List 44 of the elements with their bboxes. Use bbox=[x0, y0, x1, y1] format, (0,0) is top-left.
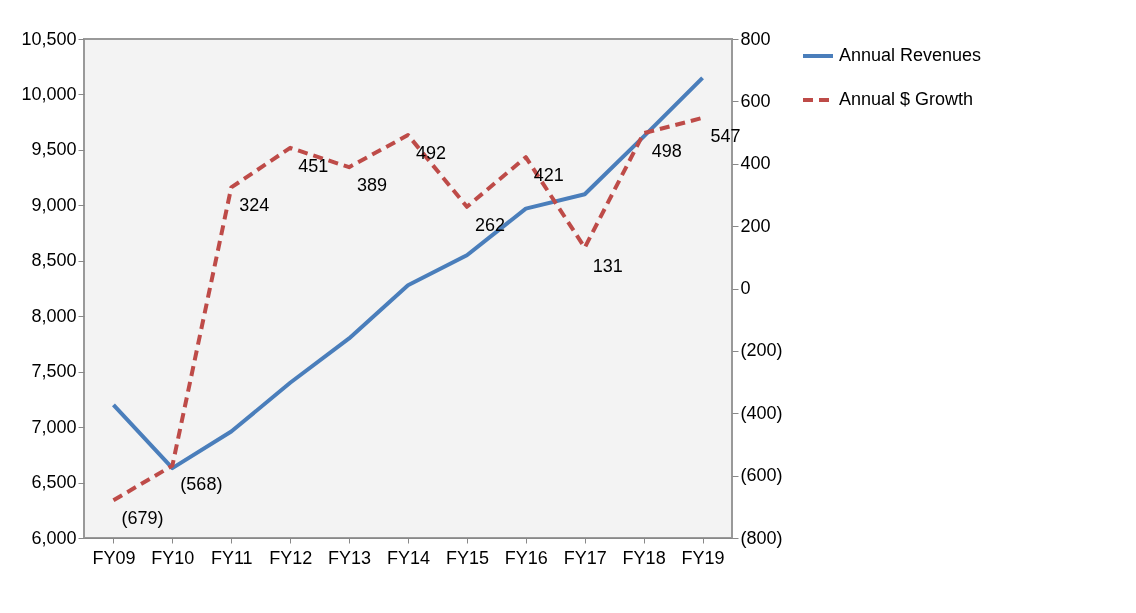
y2-tick-label: 600 bbox=[740, 90, 771, 111]
data-label: 389 bbox=[357, 175, 388, 196]
data-label: 262 bbox=[474, 214, 505, 235]
x-tick-label: FY15 bbox=[445, 547, 489, 568]
x-tick-label: FY13 bbox=[328, 547, 372, 568]
x-tick-label: FY16 bbox=[504, 547, 548, 568]
y-tick-label: 9,500 bbox=[31, 139, 77, 160]
y-tick-label: 6,500 bbox=[31, 472, 77, 493]
y2-tick-label: (600) bbox=[740, 465, 783, 486]
data-label: 498 bbox=[651, 141, 682, 162]
x-tick-label: FY09 bbox=[92, 547, 136, 568]
data-label: 131 bbox=[592, 255, 623, 276]
y-tick-label: 10,500 bbox=[21, 28, 77, 49]
y-tick-label: 10,000 bbox=[21, 83, 77, 104]
x-tick-label: FY10 bbox=[151, 547, 195, 568]
x-tick-label: FY18 bbox=[622, 547, 666, 568]
x-tick-label: FY12 bbox=[269, 547, 313, 568]
data-label: 451 bbox=[298, 155, 329, 176]
x-tick-label: FY19 bbox=[681, 547, 725, 568]
data-label: 492 bbox=[416, 143, 447, 164]
y2-tick-label: 0 bbox=[740, 278, 751, 298]
y-tick-label: 8,500 bbox=[31, 250, 77, 271]
data-label: 547 bbox=[710, 125, 741, 146]
y2-tick-label: (200) bbox=[740, 340, 783, 361]
data-label: (679) bbox=[121, 508, 164, 529]
x-tick-label: FY17 bbox=[563, 547, 607, 568]
data-label: 324 bbox=[239, 195, 270, 216]
y2-tick-label: 800 bbox=[740, 28, 771, 49]
y2-tick-label: (800) bbox=[740, 527, 783, 548]
y-tick-label: 6,000 bbox=[31, 527, 77, 548]
data-label: (568) bbox=[180, 473, 223, 494]
y-tick-label: 7,500 bbox=[31, 361, 77, 382]
y-tick-label: 8,000 bbox=[31, 305, 77, 326]
y2-tick-label: (400) bbox=[740, 402, 783, 423]
legend-label: Annual $ Growth bbox=[839, 89, 974, 109]
x-tick-label: FY14 bbox=[386, 547, 431, 568]
y2-tick-label: 200 bbox=[740, 215, 771, 236]
y-tick-label: 9,000 bbox=[31, 194, 77, 215]
legend-label: Annual Revenues bbox=[839, 45, 982, 65]
data-label: 421 bbox=[533, 165, 564, 186]
line-series bbox=[111, 75, 705, 471]
x-tick-label: FY11 bbox=[210, 547, 253, 568]
y2-tick-label: 400 bbox=[740, 153, 771, 174]
y-tick-label: 7,000 bbox=[31, 416, 77, 437]
